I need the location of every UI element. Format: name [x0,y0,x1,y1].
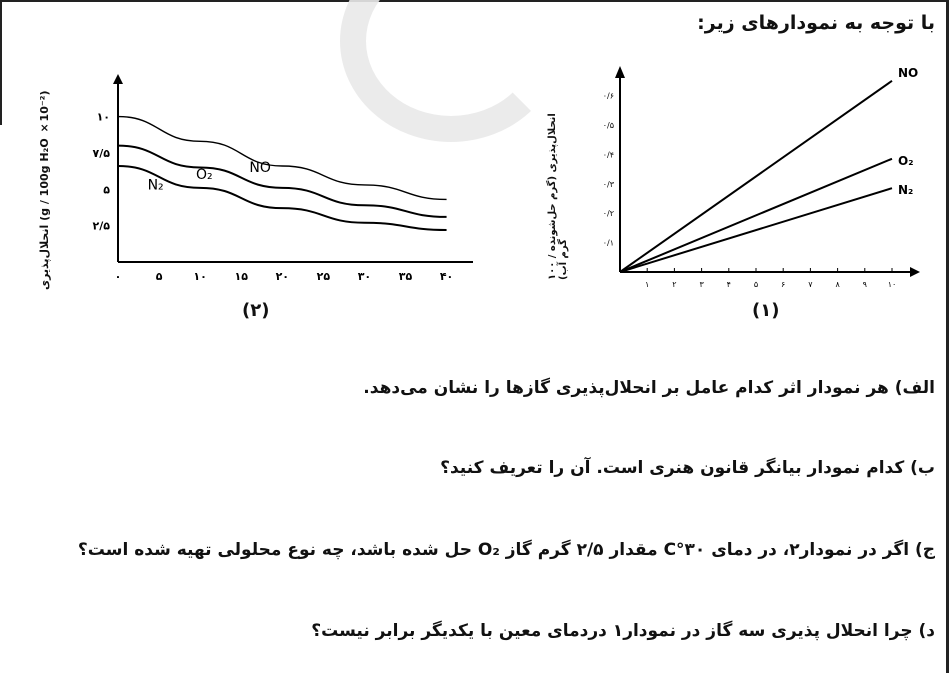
x-tick-label: ۱۰ [193,270,206,283]
series-label: N₂ [898,183,913,197]
y-axis-arrow [113,74,123,84]
x-tick-label: ۲ [672,280,676,289]
x-tick-label: ۵ [754,280,758,289]
x-tick-label: ۱۰ [888,280,897,289]
x-tick-label: ۱۵ [234,270,248,283]
y-tick-label: ۰/۵ [603,121,614,130]
question-d: د) چرا انحلال پذیری سه گاز در نمودار۱ در… [311,621,935,641]
series-label: NO [898,66,918,80]
series-line-N₂ [619,187,893,273]
x-tick-label: ۲۰ [276,270,289,283]
chart-2-caption: (۲) [242,300,270,321]
section-heading: با توجه به نمودارهای زیر: [697,12,935,34]
y-tick-label: ۷/۵ [93,147,111,160]
x-axis-arrow [910,267,920,277]
series-line-O₂ [619,157,893,273]
frame-left [0,0,2,125]
y-tick-label: ۰/۴ [603,150,614,159]
question-a: الف) هر نمودار اثر کدام عامل بر انحلال‌پ… [363,378,935,398]
frame-right [946,0,949,673]
series-line-NO [117,115,447,201]
y-tick-label: ۰/۲ [603,209,614,218]
x-tick-label: ۳۵ [399,270,413,283]
series-label: N₂ [148,177,164,193]
x-tick-label: ۳۰ [358,270,371,283]
series-line-O₂ [117,144,447,218]
chart-1-pressure: ۱ ۲ ۳ ۴ ۵ ۶ ۷ ۸ ۹ ۱۰ ۰/۱ ۰/۲ ۰/۳ ۰/۴ ۰/۵ ۰/۶ NO O₂ N₂ [603,66,920,289]
series-label: O₂ [196,167,213,183]
series-label: O₂ [898,154,913,168]
question-c: ج) اگر در نمودار۲، در دمای ۳۰°C مقدار ۲/… [77,540,935,560]
x-tick-label: ۰ [115,270,122,283]
y-tick-label: ۲/۵ [93,220,111,233]
x-tick-label: ۷ [808,280,813,289]
y-tick-label: ۱۰ [97,111,110,124]
x-tick-label: ۴۰ [440,270,453,283]
x-tick-label: ۱ [645,280,649,289]
y-axis-arrow [615,66,625,78]
x-tick-label: ۳ [699,280,704,289]
chart-1-caption: (۱) [752,300,780,321]
x-tick-label: ۸ [835,280,840,289]
y-tick-label: ۵ [103,183,110,196]
series-line-N₂ [117,165,447,231]
question-b: ب) کدام نمودار بیانگر قانون هنری است. آن… [440,458,935,478]
y-tick-label: ۰/۱ [603,239,614,248]
x-tick-label: ۹ [863,280,867,289]
chart-2-ylabel: انحلال‌پذیری (g / 100g H₂O ×10⁻²) [38,90,51,290]
y-tick-label: ۰/۶ [603,92,614,101]
chart-1-ylabel: انحلال‌پذیری (گرم حل‌شونده / ۱۰۰ گرم آب) [547,113,569,280]
chart-2-temperature: ۰ ۵ ۱۰ ۱۵ ۲۰ ۲۵ ۳۰ ۳۵ ۴۰ ۲/۵ ۵ ۷/۵ ۱۰ NO O₂ N₂ [93,74,473,283]
y-tick-label: ۰/۳ [603,180,615,189]
x-tick-label: ۲۵ [317,270,331,283]
series-line-NO [619,80,893,273]
x-tick-label: ۶ [781,280,785,289]
series-label: NO [249,160,271,176]
x-tick-label: ۵ [156,270,163,283]
x-tick-label: ۴ [727,280,731,289]
